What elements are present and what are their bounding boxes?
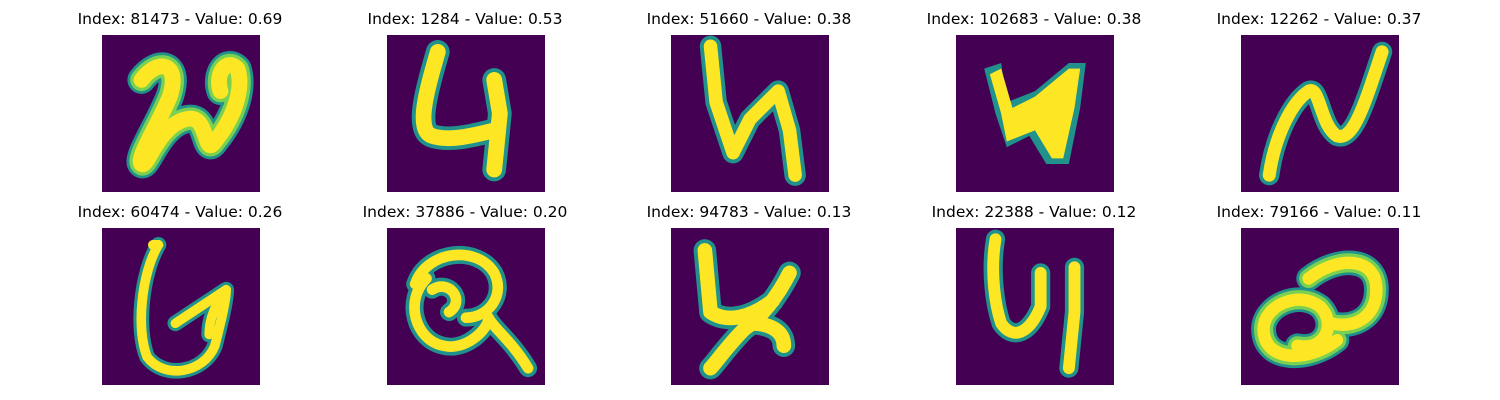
glyph-drawing: [126, 51, 254, 179]
panel-title: Index: 94783 - Value: 0.13: [646, 203, 852, 221]
glyph-image: [671, 228, 829, 385]
glyph-image: [387, 35, 545, 192]
panel-title: Index: 79166 - Value: 0.11: [1216, 203, 1422, 221]
glyph-drawing: [693, 239, 801, 380]
glyph-image: [387, 228, 545, 385]
glyph-image: [1241, 35, 1399, 192]
panel-6: Index: 37886 - Value: 0.20: [355, 203, 575, 393]
glyph-image: [102, 228, 260, 385]
panel-title: Index: 51660 - Value: 0.38: [646, 10, 852, 28]
panel-2: Index: 51660 - Value: 0.38: [639, 10, 859, 200]
panel-8: Index: 22388 - Value: 0.12: [924, 203, 1144, 393]
panel-3: Index: 102683 - Value: 0.38: [924, 10, 1144, 200]
panel-9: Index: 79166 - Value: 0.11: [1209, 203, 1429, 393]
glyph-drawing: [983, 229, 1085, 378]
glyph-image: [102, 35, 260, 192]
glyph-drawing: [699, 35, 806, 186]
glyph-image: [1241, 228, 1399, 385]
glyph-image: [956, 35, 1114, 192]
panel-title: Index: 60474 - Value: 0.26: [77, 203, 283, 221]
panel-7: Index: 94783 - Value: 0.13: [639, 203, 859, 393]
panel-1: Index: 1284 - Value: 0.53: [355, 10, 575, 200]
glyph-drawing: [411, 40, 512, 182]
panel-title: Index: 12262 - Value: 0.37: [1216, 10, 1422, 28]
panel-title: Index: 37886 - Value: 0.20: [362, 203, 568, 221]
panel-title: Index: 81473 - Value: 0.69: [77, 10, 283, 28]
glyph-drawing: [984, 63, 1086, 164]
glyph-image: [956, 228, 1114, 385]
glyph-image: [671, 35, 829, 192]
panel-title: Index: 1284 - Value: 0.53: [367, 10, 563, 28]
panel-title: Index: 102683 - Value: 0.38: [926, 10, 1142, 28]
panel-0: Index: 81473 - Value: 0.69: [70, 10, 290, 200]
panel-4: Index: 12262 - Value: 0.37: [1209, 10, 1429, 200]
panel-5: Index: 60474 - Value: 0.26: [70, 203, 290, 393]
glyph-drawing: [1259, 41, 1393, 186]
glyph-drawing: [405, 245, 538, 378]
glyph-drawing: [133, 236, 235, 379]
glyph-drawing: [1251, 250, 1389, 369]
panel-title: Index: 22388 - Value: 0.12: [931, 203, 1137, 221]
